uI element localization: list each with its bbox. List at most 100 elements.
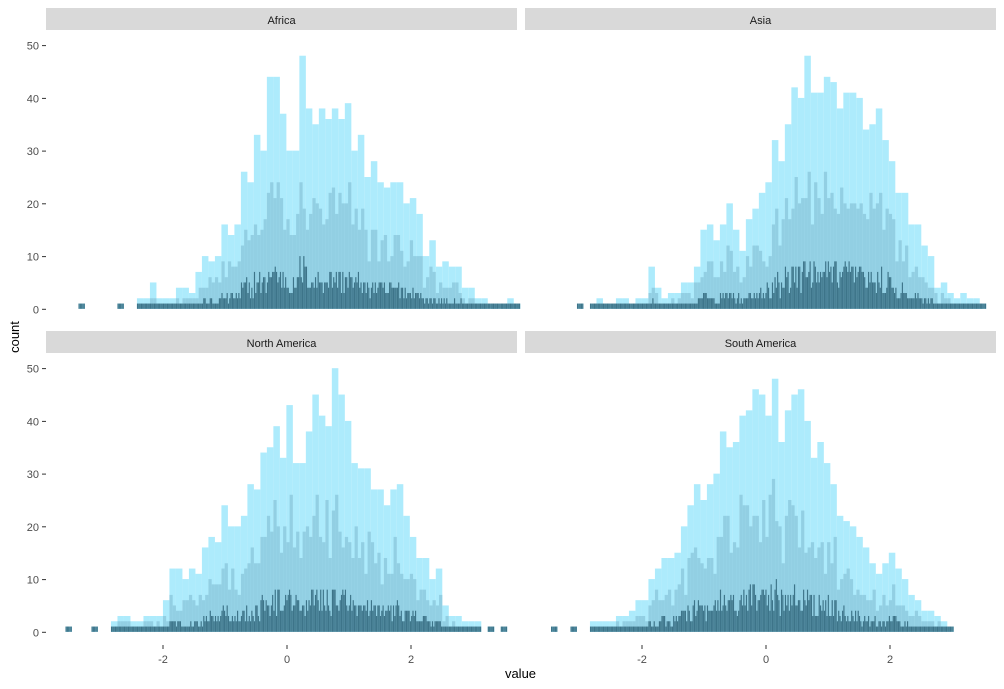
bar-north-america-fine bbox=[424, 616, 426, 632]
bar-south-america-fine bbox=[832, 616, 835, 632]
bar-africa-fine bbox=[466, 303, 469, 309]
bar-africa-fine bbox=[457, 303, 460, 309]
bar-africa-fine bbox=[370, 287, 372, 309]
bar-africa-fine bbox=[259, 271, 261, 309]
bar-north-america-fine bbox=[110, 626, 113, 632]
bar-africa-medium bbox=[419, 256, 423, 309]
bar-africa-fine bbox=[147, 303, 149, 309]
bar-africa-fine bbox=[318, 282, 321, 309]
bar-asia-fine bbox=[667, 303, 670, 309]
bar-north-america-fine bbox=[278, 589, 280, 632]
bar-asia-fine bbox=[788, 293, 790, 309]
bar-africa-fine bbox=[139, 303, 141, 309]
bar-asia-fine bbox=[648, 303, 650, 309]
bar-south-america-fine bbox=[764, 594, 766, 632]
bar-africa-fine bbox=[285, 277, 287, 309]
bar-north-america-medium bbox=[374, 563, 378, 632]
bar-asia-fine bbox=[625, 303, 627, 309]
bar-north-america-fine bbox=[392, 605, 395, 632]
bar-north-america-fine bbox=[502, 626, 504, 632]
bar-north-america-fine bbox=[301, 605, 304, 632]
bar-africa-fine bbox=[456, 303, 458, 309]
bar-africa-medium bbox=[406, 261, 410, 309]
bar-north-america-fine bbox=[361, 610, 363, 632]
bar-africa-medium bbox=[218, 282, 222, 309]
bar-asia-fine bbox=[887, 271, 889, 309]
bar-africa-medium bbox=[429, 266, 433, 309]
bar-asia-fine bbox=[615, 303, 618, 309]
bar-africa-fine bbox=[418, 298, 421, 309]
bar-south-america-medium bbox=[755, 515, 759, 632]
bar-south-america-fine bbox=[614, 626, 616, 632]
bar-asia-fine bbox=[675, 303, 677, 309]
bar-north-america-fine bbox=[399, 616, 401, 632]
bar-africa-fine bbox=[479, 303, 482, 309]
bar-africa-fine bbox=[365, 293, 367, 309]
bar-south-america-fine bbox=[795, 605, 797, 632]
bar-africa-fine bbox=[442, 303, 444, 309]
bar-asia-fine bbox=[895, 287, 897, 309]
bar-north-america-fine bbox=[177, 621, 179, 632]
bar-africa-fine bbox=[357, 271, 359, 309]
bar-north-america-fine bbox=[394, 616, 396, 632]
bar-north-america-fine bbox=[191, 626, 193, 632]
bar-south-america-medium bbox=[693, 547, 698, 632]
bar-asia-medium bbox=[784, 198, 789, 309]
bar-north-america-fine bbox=[288, 589, 291, 632]
bar-asia-fine bbox=[710, 298, 712, 309]
bar-south-america-fine bbox=[705, 621, 707, 632]
bar-asia-fine bbox=[758, 293, 761, 309]
bar-south-america-fine bbox=[883, 621, 885, 632]
bar-south-america-fine bbox=[806, 589, 809, 632]
bar-africa-fine bbox=[143, 303, 145, 309]
bar-north-america-fine bbox=[70, 626, 72, 632]
bar-africa-medium bbox=[387, 261, 391, 309]
bar-asia-coarse bbox=[953, 298, 961, 309]
bar-north-america-fine bbox=[309, 605, 311, 632]
bar-south-america-fine bbox=[730, 594, 732, 632]
bar-africa-fine bbox=[465, 303, 467, 309]
bar-asia-fine bbox=[922, 303, 924, 309]
bar-north-america-medium bbox=[348, 542, 352, 632]
bar-south-america-fine bbox=[725, 605, 727, 632]
bar-north-america-fine bbox=[162, 626, 165, 632]
bar-asia-fine bbox=[860, 266, 862, 309]
bar-asia-fine bbox=[643, 303, 645, 309]
bar-asia-fine bbox=[751, 298, 753, 309]
bar-north-america-fine bbox=[256, 605, 258, 632]
bar-africa-medium bbox=[185, 298, 189, 309]
bar-asia-fine bbox=[687, 303, 689, 309]
bar-africa-coarse bbox=[149, 282, 157, 309]
bar-south-america-medium bbox=[635, 616, 639, 632]
bar-south-america-coarse bbox=[862, 547, 870, 632]
bar-south-america-fine bbox=[709, 610, 711, 632]
bar-south-america-medium bbox=[810, 542, 815, 632]
bar-north-america-medium bbox=[416, 600, 420, 632]
bar-africa-fine bbox=[196, 303, 198, 309]
bar-south-america-medium bbox=[869, 600, 873, 632]
bar-asia-fine bbox=[743, 298, 745, 309]
bar-south-america-fine bbox=[919, 626, 922, 632]
bar-africa-fine bbox=[395, 287, 397, 309]
bar-asia-fine bbox=[803, 261, 805, 309]
bar-south-america-fine bbox=[679, 616, 681, 632]
bar-north-america-fine bbox=[253, 621, 256, 632]
bar-south-america-medium bbox=[700, 563, 704, 632]
bar-north-america-fine bbox=[409, 621, 411, 632]
bar-africa-fine bbox=[190, 303, 192, 309]
bar-asia-coarse bbox=[914, 224, 922, 309]
bar-africa-fine bbox=[160, 303, 162, 309]
bar-asia-fine bbox=[979, 303, 981, 309]
bar-north-america-fine bbox=[69, 626, 71, 632]
bar-north-america-medium bbox=[211, 584, 215, 632]
bar-north-america-fine bbox=[134, 626, 136, 632]
bar-south-america-fine bbox=[783, 610, 785, 632]
bar-south-america-medium bbox=[716, 536, 720, 632]
bar-asia-fine bbox=[599, 303, 601, 309]
bar-africa-fine bbox=[120, 303, 122, 309]
y-tick-label: 30 bbox=[27, 146, 39, 158]
bar-north-america-fine bbox=[205, 616, 207, 632]
bar-asia-fine bbox=[865, 287, 867, 309]
bar-africa-fine bbox=[118, 303, 120, 309]
bar-africa-fine bbox=[170, 303, 172, 309]
